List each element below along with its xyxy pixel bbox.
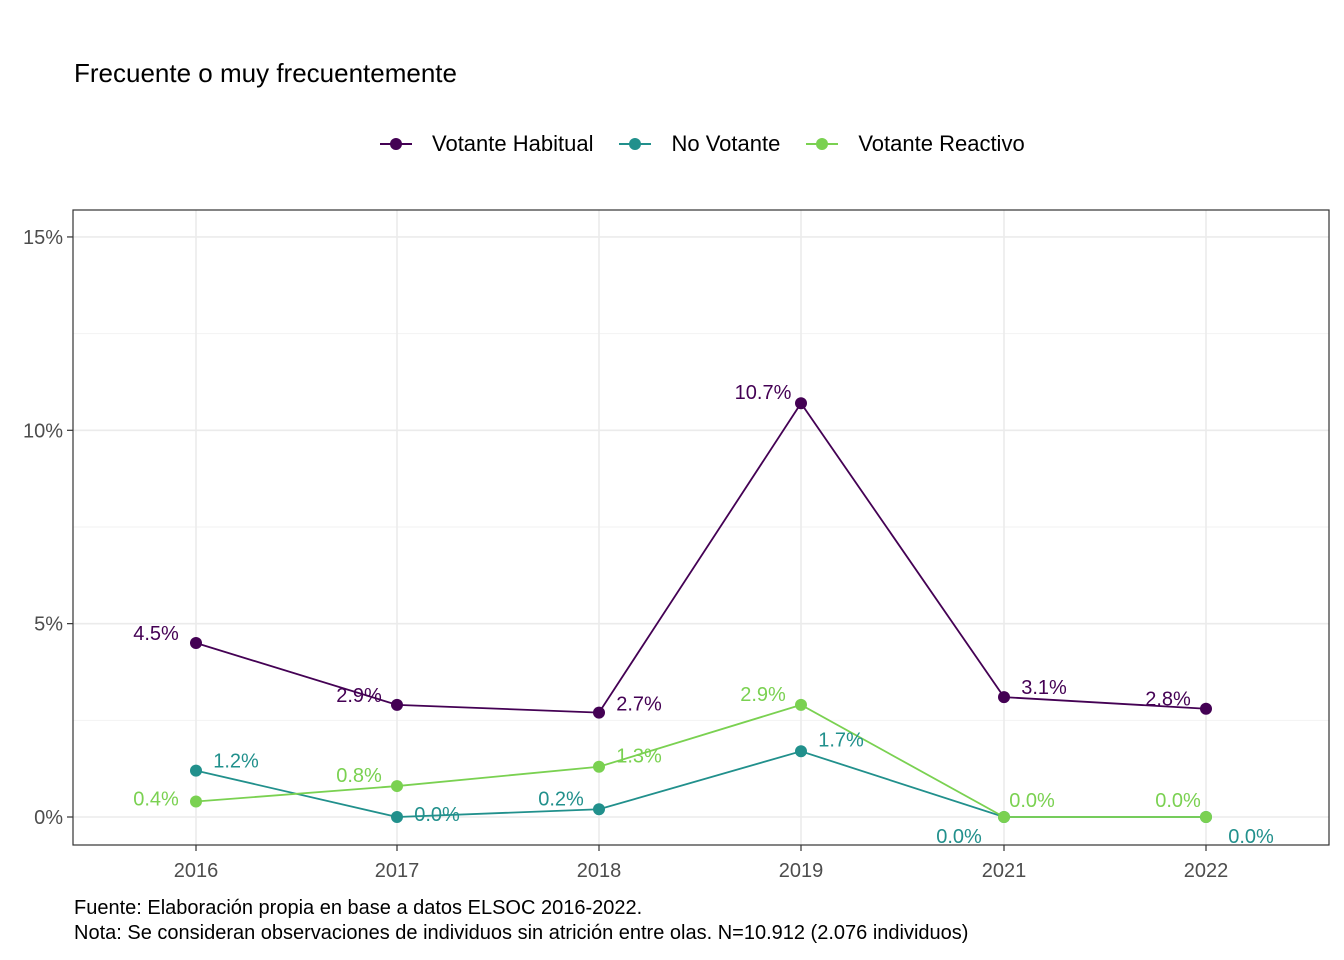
caption-note: Nota: Se consideran observaciones de ind… [74,922,969,944]
y-tick-label: 10% [23,420,63,442]
legend-item: Votante Reactivo [802,128,1025,160]
data-point [795,745,807,758]
legend-key-icon [619,138,652,150]
series-line-0 [195,401,1207,714]
data-point [795,397,807,410]
data-label: 1.2% [213,751,259,773]
legend: Votante Habitual No Votante Votante Reacti… [376,128,1047,160]
x-tick-label: 2016 [174,860,219,882]
data-label: 0.0% [1228,826,1274,848]
chart-caption: Fuente: Elaboración propia en base a dat… [74,896,968,946]
caption-source: Fuente: Elaboración propia en base a dat… [74,897,643,919]
plot-border [72,209,1330,846]
x-tick-label: 2022 [1184,860,1229,882]
data-label: 10.7% [735,382,792,404]
data-point [391,780,403,793]
data-point [593,803,605,816]
data-label: 1.7% [818,729,864,751]
data-point [998,691,1010,704]
data-label: 0.0% [1155,790,1201,812]
data-point [190,636,202,649]
data-point [190,764,202,777]
plot-panel [73,210,1329,845]
x-tick-label: 2017 [375,860,420,882]
x-tick-label: 2019 [779,860,824,882]
data-label: 3.1% [1021,677,1067,699]
data-label: 2.7% [616,694,662,716]
data-label: 2.9% [336,685,382,707]
y-tick-label: 15% [23,227,63,249]
x-tick-label: 2018 [577,860,622,882]
data-point [1200,811,1212,823]
data-point [593,706,605,719]
chart-title: Frecuente o muy frecuentemente [74,58,457,88]
data-label: 0.0% [414,804,460,826]
data-point [391,698,403,711]
legend-key-icon [806,138,839,150]
y-tick-label: 5% [34,614,63,636]
data-point [998,811,1010,823]
data-point [1200,702,1212,715]
data-label: 2.8% [1145,689,1191,711]
legend-item: No Votante [615,128,780,160]
legend-label: No Votante [671,131,781,156]
data-label: 0.0% [1009,790,1055,812]
y-tick-label: 0% [34,807,63,829]
data-point [795,698,807,711]
data-label: 0.4% [133,789,179,811]
data-label: 1.3% [616,746,662,768]
data-label: 0.2% [538,788,584,810]
legend-label: Votante Habitual [432,131,594,156]
legend-key-icon [380,138,412,150]
data-label: 2.9% [740,684,786,706]
data-point [190,795,202,808]
data-point [391,811,403,823]
data-point [593,760,605,773]
series-line-2 [195,703,1206,818]
data-label: 4.5% [133,623,179,645]
data-label: 0.8% [336,765,382,787]
legend-label: Votante Reactivo [858,131,1025,156]
x-tick-label: 2021 [982,860,1027,882]
legend-item: Votante Habitual [376,128,593,160]
data-label: 0.0% [936,826,982,848]
